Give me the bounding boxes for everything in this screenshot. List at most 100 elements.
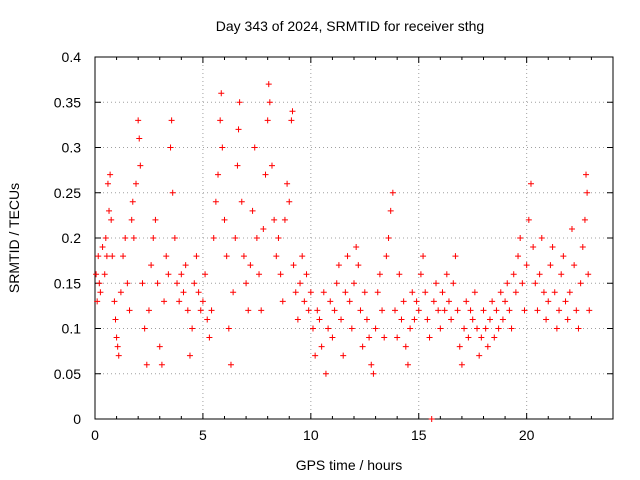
data-point [368,361,375,368]
data-point [534,307,541,314]
data-point [258,307,265,314]
data-point [223,253,230,260]
data-point [543,316,550,323]
data-point [290,262,297,269]
data-point [238,198,245,205]
data-point [115,352,122,359]
data-point [106,207,113,214]
data-point [271,216,278,223]
data-point [277,271,284,278]
y-tick-label: 0.05 [54,366,81,382]
data-point [299,253,306,260]
data-point [262,171,269,178]
data-point [411,316,418,323]
data-point [484,343,491,350]
data-point [562,298,569,305]
data-point [286,198,293,205]
data-point [497,289,504,296]
y-tick-label: 0.1 [62,321,82,337]
data-point [288,117,295,124]
data-point [120,253,127,260]
data-point [577,280,584,287]
data-point [289,108,296,115]
data-point [426,334,433,341]
data-point [346,298,353,305]
data-point [158,361,165,368]
data-point [527,180,534,187]
data-points [93,81,593,422]
data-point [101,271,108,278]
data-point [454,307,461,314]
data-point [320,289,327,296]
data-point [253,235,260,241]
data-point [168,117,175,124]
data-point [530,244,537,251]
y-axis-tick-labels: 0 0.05 0.1 0.15 0.2 0.25 0.3 0.35 0.4 [54,49,81,427]
data-point [394,334,401,341]
data-point [275,235,282,241]
data-point [420,253,427,260]
data-point [504,280,511,287]
data-point [480,307,487,314]
x-axis-label: GPS time / hours [296,457,403,473]
data-point [404,361,411,368]
data-point [568,225,575,232]
data-point [124,280,131,287]
data-point [225,325,232,332]
data-point [581,216,588,223]
data-point [212,198,219,205]
x-axis-tick-labels: 0 5 10 15 20 [91,427,535,443]
data-point [553,325,560,332]
data-point [141,325,148,332]
data-point [165,271,172,278]
data-point [167,144,174,151]
data-point [97,289,104,296]
data-point [325,325,332,332]
data-point [435,307,442,314]
data-point [361,289,368,296]
data-point [247,262,254,269]
data-point [297,280,304,287]
data-point [512,289,519,296]
data-point [456,343,463,350]
data-point [161,298,168,305]
data-point [301,298,308,305]
data-point [517,235,524,241]
data-point [372,325,379,332]
data-point [206,334,213,341]
data-point [234,162,241,169]
data-point [495,325,502,332]
data-point [437,325,444,332]
data-point [445,298,452,305]
data-point [575,325,582,332]
data-point [476,352,483,359]
y-tick-label: 0.4 [62,49,82,65]
data-point [502,298,509,305]
y-tick-label: 0.25 [54,185,81,201]
data-point [191,280,198,287]
data-point [584,189,591,196]
data-point [566,289,573,296]
data-point [348,325,355,332]
data-point [549,244,556,251]
data-point [379,307,386,314]
data-point [126,307,133,314]
data-point [135,117,142,124]
data-point [532,280,539,287]
data-point [467,307,474,314]
data-point [558,271,565,278]
data-point [389,189,396,196]
x-tick-label: 20 [519,427,535,443]
data-point [169,189,176,196]
data-point [279,298,286,305]
data-point [443,271,450,278]
data-point [387,207,394,214]
data-point [265,81,272,88]
data-point [353,244,360,251]
y-tick-label: 0.35 [54,94,81,110]
data-point [329,334,336,341]
data-point [486,316,493,323]
data-point [458,361,465,368]
data-point [366,334,373,341]
data-point [129,198,136,205]
